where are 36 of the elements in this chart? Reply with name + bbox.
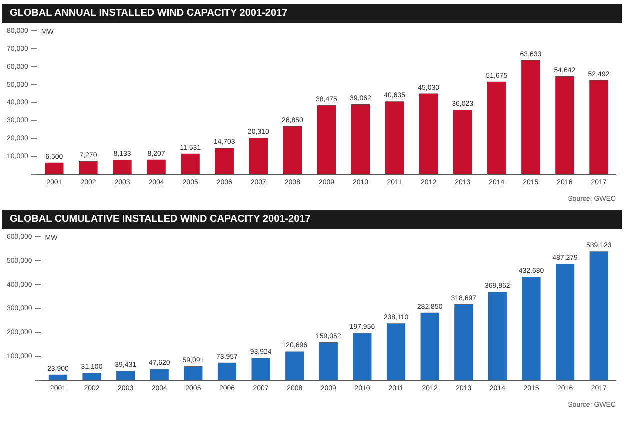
chart-title: GLOBAL CUMULATIVE INSTALLED WIND CAPACITY 2001-2017	[2, 210, 622, 229]
bar	[45, 162, 64, 174]
bar	[522, 277, 541, 380]
bar	[454, 304, 474, 380]
bar	[522, 60, 540, 174]
bar	[113, 160, 132, 174]
bar	[286, 352, 304, 380]
bar	[556, 76, 574, 174]
bar	[590, 80, 608, 174]
bar	[252, 358, 270, 380]
bar	[453, 110, 472, 174]
bar	[215, 148, 234, 174]
bar	[386, 324, 406, 380]
bar	[249, 138, 268, 174]
bar	[556, 264, 575, 380]
bar	[150, 369, 169, 380]
bar	[79, 162, 98, 174]
bar	[420, 312, 440, 380]
bar	[351, 104, 370, 174]
bar	[590, 252, 608, 380]
bar	[419, 94, 438, 174]
bar	[48, 374, 68, 380]
bar	[147, 160, 166, 174]
bar	[319, 342, 338, 380]
bar	[488, 82, 506, 174]
bar	[317, 106, 336, 174]
bar	[283, 126, 302, 174]
bar	[116, 371, 136, 380]
bar	[488, 292, 507, 380]
bar	[184, 366, 203, 380]
bar	[385, 102, 404, 174]
chart-title: GLOBAL ANNUAL INSTALLED WIND CAPACITY 2001-2017	[2, 4, 622, 23]
bar	[82, 373, 102, 380]
bar	[353, 333, 372, 380]
bar	[218, 362, 237, 380]
bar	[181, 154, 200, 174]
